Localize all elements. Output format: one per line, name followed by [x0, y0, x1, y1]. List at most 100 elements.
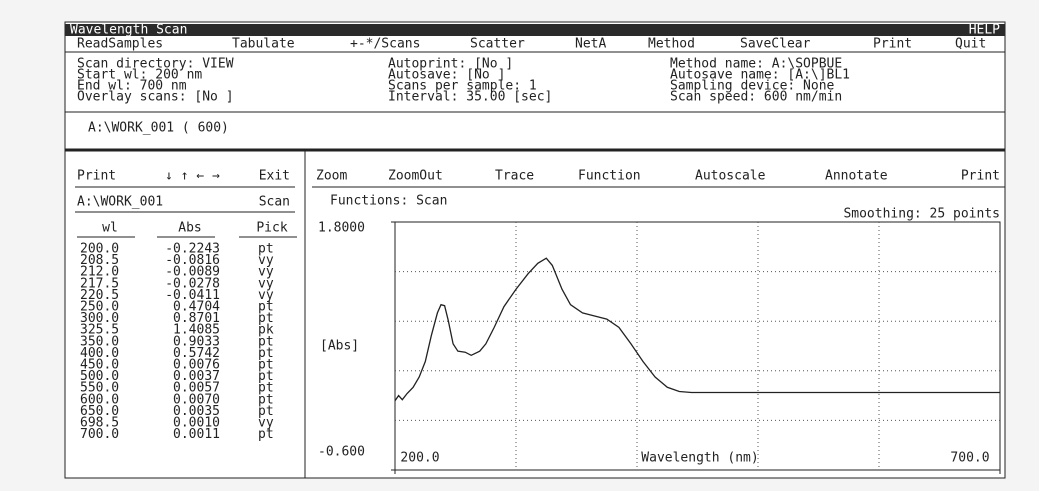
cell: 217.5 — [80, 276, 119, 291]
cell: pt — [258, 311, 274, 326]
functions: Functions: Scan — [330, 194, 447, 209]
setting: Start wl: 200 nm — [77, 68, 202, 83]
cell: vy — [258, 253, 274, 268]
cell: -0.0089 — [165, 265, 220, 280]
cell: 0.0057 — [173, 381, 220, 396]
menu-item[interactable]: ReadSamples — [77, 37, 163, 52]
cell: 0.0070 — [173, 392, 220, 407]
menu-item[interactable]: Tabulate — [232, 37, 295, 52]
toolbar-item[interactable]: Trace — [495, 169, 534, 184]
cell: 300.0 — [80, 311, 119, 326]
cell: pk — [258, 323, 274, 338]
cell: 650.0 — [80, 404, 119, 419]
cell: 400.0 — [80, 346, 119, 361]
cell: 0.0037 — [173, 369, 220, 384]
cell: 0.0076 — [173, 358, 220, 373]
menu-item[interactable]: +-*/Scans — [350, 37, 420, 52]
cell: pt — [258, 404, 274, 419]
cell: 450.0 — [80, 358, 119, 373]
toolbar-item[interactable]: ZoomOut — [388, 169, 443, 184]
menu-item[interactable]: Quit — [955, 37, 986, 52]
setting: Overlay scans: [No ] — [77, 90, 234, 105]
toolbar-item[interactable]: Zoom — [316, 169, 347, 184]
toolbar-item[interactable]: Function — [578, 169, 641, 184]
spectrum-line — [394, 257, 1000, 402]
cell: 200.0 — [80, 242, 119, 257]
cell: -0.0816 — [165, 253, 220, 268]
y-tick-label: 1.8000 — [318, 221, 365, 236]
toolbar-item[interactable]: Exit — [259, 169, 290, 184]
cell: pt — [258, 358, 274, 373]
cell: vy — [258, 265, 274, 280]
file-name: A:\WORK_001 — [77, 195, 163, 210]
setting: Autoprint: [No ] — [388, 57, 513, 72]
cell: -0.2243 — [165, 242, 220, 257]
cell: pt — [258, 242, 274, 257]
toolbar-item[interactable]: Print — [77, 169, 116, 184]
setting: End wl: 700 nm — [77, 79, 187, 94]
cell: 0.0010 — [173, 416, 220, 431]
menu-item[interactable]: NetA — [575, 37, 606, 52]
cell: pt — [258, 392, 274, 407]
cell: pt — [258, 300, 274, 315]
window-title: Wavelength Scan — [70, 23, 187, 38]
cell: pt — [258, 334, 274, 349]
mode: Scan — [259, 195, 290, 210]
setting: Interval: 35.00 [sec] — [388, 90, 552, 105]
current-file: A:\WORK_001 ( 600) — [88, 121, 229, 136]
smoothing: Smoothing: 25 points — [843, 207, 1000, 222]
cell: pt — [258, 369, 274, 384]
setting: Autosave name: [A:\]BL1 — [670, 68, 850, 83]
plot-frame — [394, 221, 1001, 471]
menu-item[interactable]: Method — [648, 37, 695, 52]
cell: 0.0011 — [173, 427, 220, 442]
column-header: Pick — [256, 221, 287, 236]
cell: vy — [258, 288, 274, 303]
y-tick-label: -0.600 — [318, 445, 365, 460]
x-axis-label: Wavelength (nm) — [641, 451, 758, 466]
setting: Autosave: [No ] — [388, 68, 505, 83]
cell: vy — [258, 416, 274, 431]
cell: 698.5 — [80, 416, 119, 431]
setting: Method name: A:\SOPBUE — [670, 57, 842, 72]
cell: 250.0 — [80, 300, 119, 315]
cell: 700.0 — [80, 427, 119, 442]
toolbar-item[interactable]: Annotate — [825, 169, 888, 184]
cell: -0.0411 — [165, 288, 220, 303]
title-bar — [65, 24, 1005, 36]
toolbar-item[interactable]: Autoscale — [695, 169, 766, 184]
cell: 350.0 — [80, 334, 119, 349]
menu-item[interactable]: SaveClear — [740, 37, 811, 52]
toolbar-item[interactable]: ↓ ↑ ← → — [165, 169, 220, 184]
cell: 212.0 — [80, 265, 119, 280]
setting: Sampling device: None — [670, 79, 835, 94]
cell: 500.0 — [80, 369, 119, 384]
cell: 208.5 — [80, 253, 119, 268]
y-axis-label: [Abs] — [320, 339, 359, 354]
window — [64, 21, 1006, 479]
setting: Scan speed: 600 nm/min — [670, 90, 842, 105]
column-header: wl — [102, 221, 118, 236]
menu-item[interactable]: Scatter — [470, 37, 525, 52]
cell: pt — [258, 381, 274, 396]
column-header: Abs — [178, 221, 201, 236]
x-tick-label: 200.0 — [400, 451, 439, 466]
cell: 220.5 — [80, 288, 119, 303]
cell: 0.9033 — [173, 334, 220, 349]
cell: -0.0278 — [165, 276, 220, 291]
cell: pt — [258, 346, 274, 361]
cell: vy — [258, 276, 274, 291]
cell: 0.4704 — [173, 300, 220, 315]
cell: 0.5742 — [173, 346, 220, 361]
cell: 0.8701 — [173, 311, 220, 326]
cell: 0.0035 — [173, 404, 220, 419]
x-tick-label: 700.0 — [950, 451, 989, 466]
help[interactable]: HELP — [969, 23, 1000, 38]
cell: 325.5 — [80, 323, 119, 338]
cell: pt — [258, 427, 274, 442]
toolbar-item[interactable]: Print — [961, 169, 1000, 184]
menu-item[interactable]: Print — [873, 37, 912, 52]
setting: Scan directory: VIEW — [77, 57, 234, 72]
setting: Scans per sample: 1 — [388, 79, 537, 94]
